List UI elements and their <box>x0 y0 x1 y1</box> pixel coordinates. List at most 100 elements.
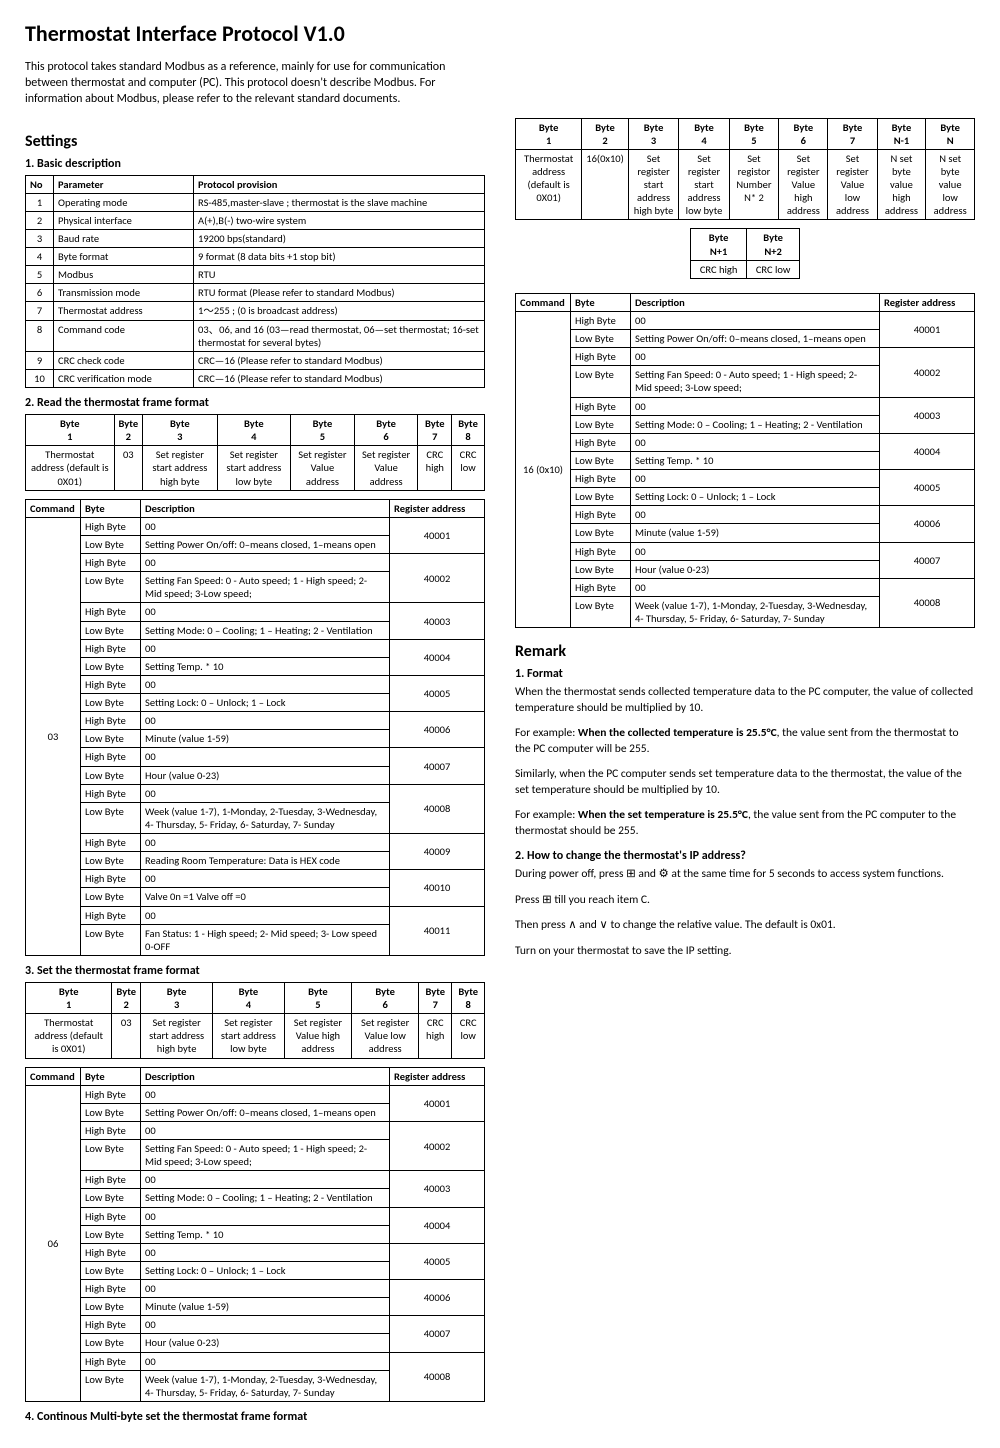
col-header: Byte2 <box>114 415 143 446</box>
remark-heading: Remark <box>515 642 975 661</box>
cmd-cell: 03 <box>26 517 81 955</box>
cell: Set register start address low byte <box>217 446 291 490</box>
remark-p3: Similarly, when the PC computer sends se… <box>515 767 975 798</box>
remark-p5: During power off, press ⊞ and ⚙ at the s… <box>515 867 975 883</box>
table-row: High Byte0040009 <box>26 834 485 852</box>
intro-text: This protocol takes standard Modbus as a… <box>25 59 485 108</box>
col-header: ByteN <box>926 118 975 149</box>
table-row: 5ModbusRTU <box>26 266 485 284</box>
table-row: High Byte0040010 <box>26 870 485 888</box>
col-header: ByteN-1 <box>877 118 926 149</box>
table-row: High Byte0040004 <box>516 433 975 451</box>
cell: Thermostat address (default is 0X01) <box>26 446 115 490</box>
cell: CRC low <box>747 260 800 278</box>
cell: 03 <box>112 1014 141 1058</box>
remark-sub1: 1. Format <box>515 667 975 681</box>
cell: CRC low <box>452 1014 485 1058</box>
table-row: High Byte0040003 <box>26 1171 485 1189</box>
crc-table: ByteN+1ByteN+2 CRC highCRC low <box>690 228 800 278</box>
cell: N set byte value high address <box>877 149 926 220</box>
table-row: 1Operating modeRS-485,master-slave ; the… <box>26 193 485 211</box>
cell: CRC high <box>419 1014 452 1058</box>
col-header: Byte7 <box>828 118 877 149</box>
cmd06-table: CommandByteDescriptionRegister address 0… <box>25 1067 485 1402</box>
cell: Set register start address high byte <box>141 1014 213 1058</box>
cell: CRC high <box>418 446 452 490</box>
cell: Set registor Number N* 2 <box>729 149 779 220</box>
col-header: Byte8 <box>452 982 485 1013</box>
col-header: Byte5 <box>729 118 779 149</box>
cell: 16(0x10) <box>582 149 629 220</box>
cell: CRC low <box>452 446 485 490</box>
col-header: No <box>26 175 54 193</box>
table-row: High Byte0040003 <box>516 397 975 415</box>
settings-table: NoParameterProtocol provision 1Operating… <box>25 175 485 389</box>
cell: Set register start address high byte <box>143 446 217 490</box>
set-heading: 3. Set the thermostat frame format <box>25 964 485 978</box>
col-header: Byte <box>81 499 141 517</box>
col-header: Byte3 <box>628 118 679 149</box>
col-header: Byte8 <box>452 415 485 446</box>
table-row: 3Baud rate19200 bps(standard) <box>26 229 485 247</box>
remark-p4: For example: When the set temperature is… <box>515 808 975 839</box>
cell: Set register Value address <box>354 446 418 490</box>
table-row: High Byte0040008 <box>26 1352 485 1370</box>
table-row: High Byte0040005 <box>26 675 485 693</box>
remark-p2: For example: When the collected temperat… <box>515 726 975 757</box>
table-row: High Byte0040007 <box>26 1316 485 1334</box>
remark-sub2: 2. How to change the thermostat's IP add… <box>515 849 975 863</box>
table-row: High Byte0040006 <box>516 506 975 524</box>
settings-sub: 1. Basic description <box>25 157 485 171</box>
table-row: High Byte0040005 <box>26 1243 485 1261</box>
col-header: Byte6 <box>354 415 418 446</box>
col-header: ByteN+2 <box>747 229 800 260</box>
cell: Thermostat address (default is 0X01) <box>516 149 582 220</box>
table-row: High Byte0040003 <box>26 603 485 621</box>
col-header: Byte3 <box>141 982 213 1013</box>
col-header: Description <box>141 499 390 517</box>
table-row: High Byte0040006 <box>26 1280 485 1298</box>
table-row: 6Transmission modeRTU format (Please ref… <box>26 284 485 302</box>
table-row: 16 (0x10)High Byte0040001 <box>516 311 975 329</box>
page-title: Thermostat Interface Protocol V1.0 <box>25 20 975 47</box>
cell: Set register Value high address <box>284 1014 352 1058</box>
col-header: Byte4 <box>679 118 729 149</box>
table-row: 4Byte format9 format (8 data bits +1 sto… <box>26 248 485 266</box>
table-row: High Byte0040007 <box>26 748 485 766</box>
col-header: Protocol provision <box>194 175 485 193</box>
col-header: Byte4 <box>213 982 284 1013</box>
table-row: High Byte0040008 <box>516 578 975 596</box>
cell: Set register start address low byte <box>679 149 729 220</box>
table-row: 10CRC verification modeCRC—16 (Please re… <box>26 369 485 387</box>
cell: Thermostat address (default is 0X01) <box>26 1014 112 1058</box>
cell: Set register Value low address <box>352 1014 419 1058</box>
table-row: High Byte0040005 <box>516 470 975 488</box>
col-header: ByteN+1 <box>691 229 747 260</box>
col-header: Description <box>141 1067 390 1085</box>
cmd-cell: 16 (0x10) <box>516 311 571 627</box>
col-header: Byte7 <box>419 982 452 1013</box>
cell: 03 <box>114 446 143 490</box>
col-header: Byte5 <box>291 415 355 446</box>
col-header: Byte5 <box>284 982 352 1013</box>
col-header: Byte1 <box>26 415 115 446</box>
table-row: High Byte0040006 <box>26 712 485 730</box>
cell: Set register start address low byte <box>213 1014 284 1058</box>
table-row: 8Command code03、06, and 16 (03—read ther… <box>26 320 485 351</box>
col-header: Command <box>516 293 571 311</box>
cmd16-table: CommandByteDescriptionRegister address 1… <box>515 293 975 628</box>
col-header: Byte1 <box>516 118 582 149</box>
remark-p6: Press ⊞ till you reach item C. <box>515 893 975 909</box>
multi-heading: 4. Continous Multi-byte set the thermost… <box>25 1410 485 1424</box>
col-header: Register address <box>390 1067 485 1085</box>
table-row: 2Physical interfaceA(+),B(-) two-wire sy… <box>26 211 485 229</box>
col-header: Byte1 <box>26 982 112 1013</box>
multi-frame-table: Byte1Byte2Byte3Byte4Byte5Byte6Byte7ByteN… <box>515 118 975 221</box>
col-header: Byte2 <box>112 982 141 1013</box>
col-header: Byte4 <box>217 415 291 446</box>
col-header: Description <box>631 293 880 311</box>
col-header: Command <box>26 1067 81 1085</box>
table-row: High Byte0040002 <box>26 554 485 572</box>
cell: Set register Value address <box>291 446 355 490</box>
remark-p8: Turn on your thermostat to save the IP s… <box>515 944 975 960</box>
